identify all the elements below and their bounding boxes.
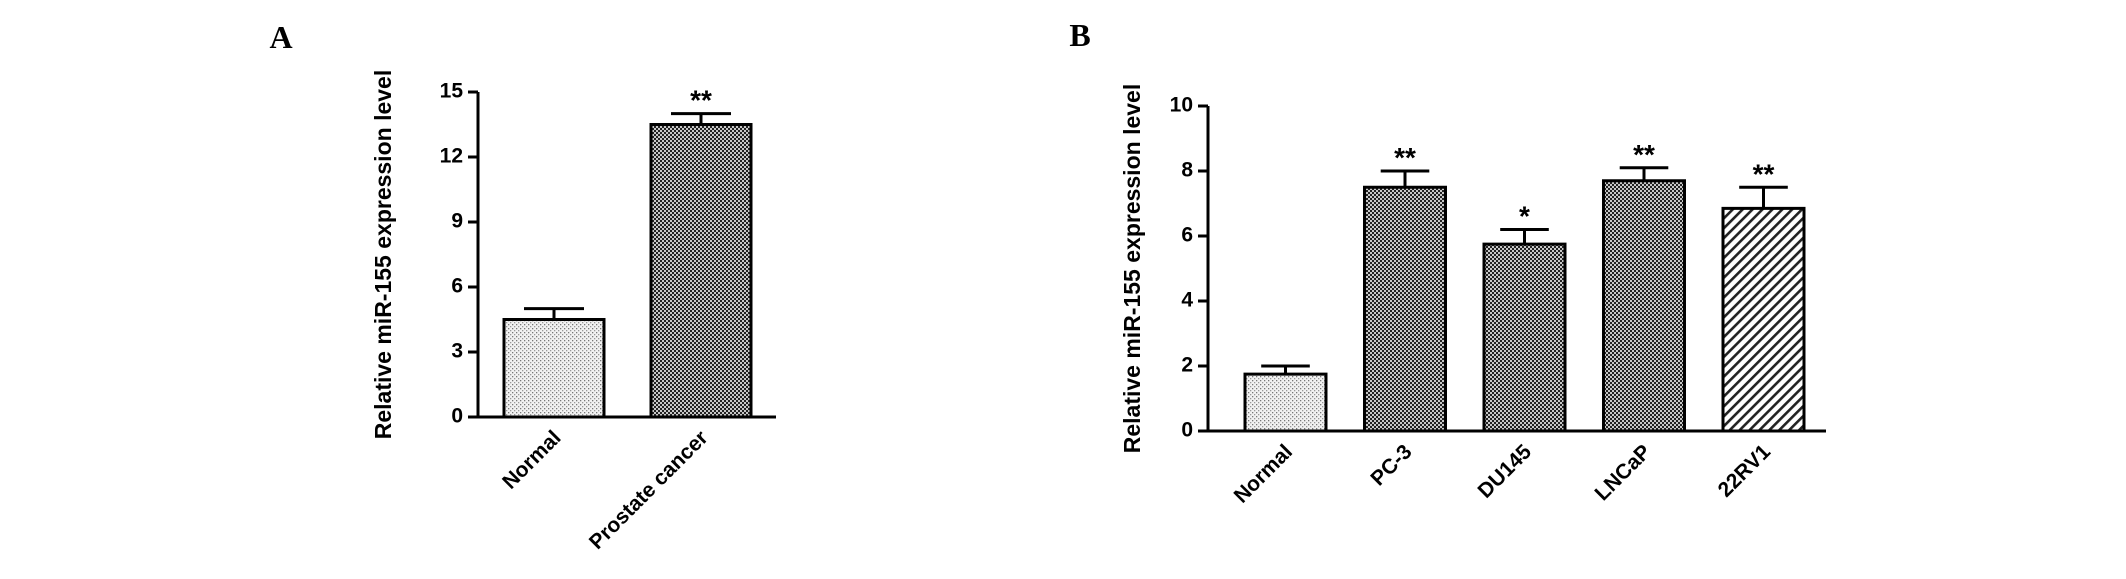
significance: ** [1633,139,1655,170]
y-tick-label: 0 [1181,419,1193,442]
y-tick-label: 2 [1181,354,1193,377]
significance: * [1519,201,1530,232]
x-tick-label: PC-3 [1366,440,1416,490]
y-tick-label: 9 [451,210,463,233]
bar [1482,242,1567,433]
bar [649,123,753,419]
y-axis-label: Relative miR-155 expression level [1119,84,1145,453]
significance: ** [1394,142,1416,173]
x-tick-label: Normal [498,426,565,493]
x-tick-label: Prostate cancer [585,426,713,554]
panel-label: A [269,19,292,55]
significance: ** [1753,158,1775,189]
bar [1721,206,1806,433]
y-tick-label: 3 [451,340,463,363]
y-tick-label: 6 [1181,224,1193,247]
bar [1363,185,1447,433]
x-tick-label: DU145 [1474,440,1537,503]
y-tick-label: 8 [1181,159,1193,182]
bar [1602,179,1686,433]
bar [1243,372,1328,433]
y-tick-label: 10 [1170,94,1193,117]
bar [502,318,606,419]
y-axis-label: Relative miR-155 expression level [370,70,396,439]
y-tick-label: 15 [440,80,464,103]
x-tick-label: LNCaP [1591,440,1656,505]
significance: ** [690,85,712,116]
y-tick-label: 12 [440,145,463,168]
y-tick-label: 6 [451,275,463,298]
panel-label: B [1069,17,1090,53]
x-tick-label: 22RV1 [1714,440,1776,502]
y-tick-label: 4 [1181,289,1193,312]
y-tick-label: 0 [451,405,463,428]
x-tick-label: Normal [1230,440,1297,507]
